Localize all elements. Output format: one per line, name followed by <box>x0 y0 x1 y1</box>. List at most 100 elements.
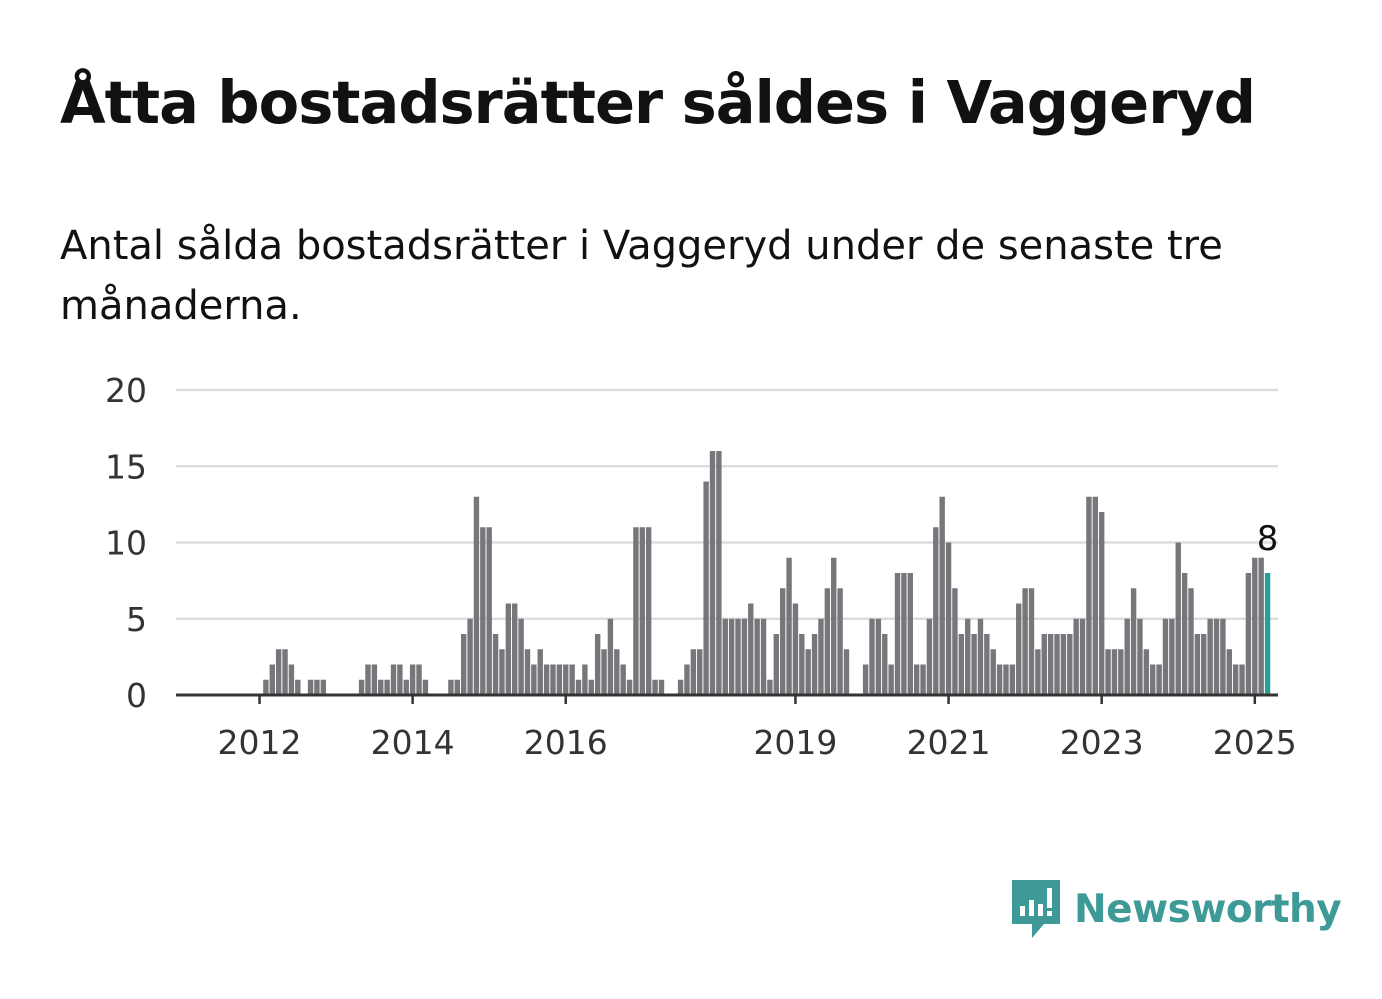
bar <box>1252 557 1258 695</box>
bar <box>633 527 639 695</box>
bar <box>1162 618 1169 695</box>
bar <box>748 603 754 695</box>
bar <box>531 664 537 695</box>
bar <box>467 618 473 695</box>
bar <box>620 664 626 695</box>
bar <box>831 557 837 695</box>
bar <box>358 679 365 695</box>
bar <box>1143 649 1150 695</box>
bar <box>913 664 920 695</box>
bar <box>722 618 728 695</box>
bar <box>409 664 416 695</box>
bar <box>1169 618 1175 695</box>
bar <box>843 649 850 695</box>
bar <box>556 664 563 695</box>
brand: Newsworthy <box>1010 878 1342 940</box>
bar <box>939 496 945 695</box>
bar <box>805 649 811 695</box>
bar <box>594 634 601 695</box>
bar <box>480 527 486 695</box>
chart-title: Åtta bostadsrätter såldes i Vaggeryd <box>60 68 1256 137</box>
bar <box>1150 664 1156 695</box>
bar <box>1016 603 1022 695</box>
bar <box>614 649 620 695</box>
bar <box>384 679 390 695</box>
x-tick-label: 2014 <box>371 723 455 762</box>
bar <box>537 649 543 695</box>
y-tick-label: 20 <box>105 371 147 410</box>
bar <box>875 618 882 695</box>
bar-latest <box>1264 573 1271 695</box>
bar <box>365 664 371 695</box>
bar <box>894 573 901 695</box>
bars <box>263 451 1271 695</box>
bar <box>907 573 913 695</box>
bar <box>888 664 894 695</box>
bar <box>811 634 818 695</box>
bar <box>550 664 556 695</box>
bar <box>378 679 384 695</box>
bar <box>314 679 320 695</box>
bar <box>1041 634 1047 695</box>
bar <box>1137 618 1143 695</box>
bar <box>996 664 1003 695</box>
bar <box>569 664 575 695</box>
bar <box>1258 557 1264 695</box>
bar <box>403 679 409 695</box>
bar <box>1213 618 1220 695</box>
bar <box>575 679 582 695</box>
bar <box>1201 634 1207 695</box>
bar <box>945 542 952 695</box>
x-tick-label: 2025 <box>1213 723 1297 762</box>
bar <box>1156 664 1162 695</box>
bar <box>1047 634 1054 695</box>
bar <box>741 618 748 695</box>
bar <box>543 664 550 695</box>
bar <box>397 664 403 695</box>
bar <box>799 634 805 695</box>
bar <box>920 664 926 695</box>
bar <box>1022 588 1028 695</box>
bar <box>486 527 492 695</box>
bar <box>1028 588 1035 695</box>
bar <box>563 664 569 695</box>
bar <box>716 451 722 695</box>
bar <box>990 649 996 695</box>
y-axis-ticks: 0 5 10 15 20 <box>105 371 147 715</box>
bar <box>626 679 633 695</box>
bar <box>1130 588 1137 695</box>
bar <box>422 679 429 695</box>
bar <box>448 679 454 695</box>
bar <box>779 588 786 695</box>
bar <box>1111 649 1118 695</box>
bar <box>926 618 933 695</box>
bar <box>1118 649 1124 695</box>
bar <box>275 649 282 695</box>
y-tick-label: 10 <box>105 524 147 563</box>
bar <box>505 603 512 695</box>
x-tick-label: 2016 <box>524 723 608 762</box>
bar <box>837 588 843 695</box>
chart-subtitle: Antal sålda bostadsrätter i Vaggeryd und… <box>60 223 1223 329</box>
bar <box>282 649 288 695</box>
bar <box>703 481 709 695</box>
bar <box>588 679 594 695</box>
bar <box>677 679 684 695</box>
data-labels: 8 <box>1257 519 1279 559</box>
bar <box>690 649 697 695</box>
bar <box>1003 664 1009 695</box>
bar <box>1060 634 1067 695</box>
bar <box>862 664 869 695</box>
bar <box>984 634 990 695</box>
bar <box>582 664 588 695</box>
y-tick-label: 5 <box>126 600 147 639</box>
bar <box>416 664 422 695</box>
bar <box>320 679 327 695</box>
bar <box>1054 634 1060 695</box>
gridlines <box>176 388 1278 620</box>
bar <box>1226 649 1232 695</box>
bar <box>658 679 665 695</box>
bar <box>952 588 958 695</box>
bar <box>1188 588 1194 695</box>
x-tick-label: 2012 <box>218 723 302 762</box>
